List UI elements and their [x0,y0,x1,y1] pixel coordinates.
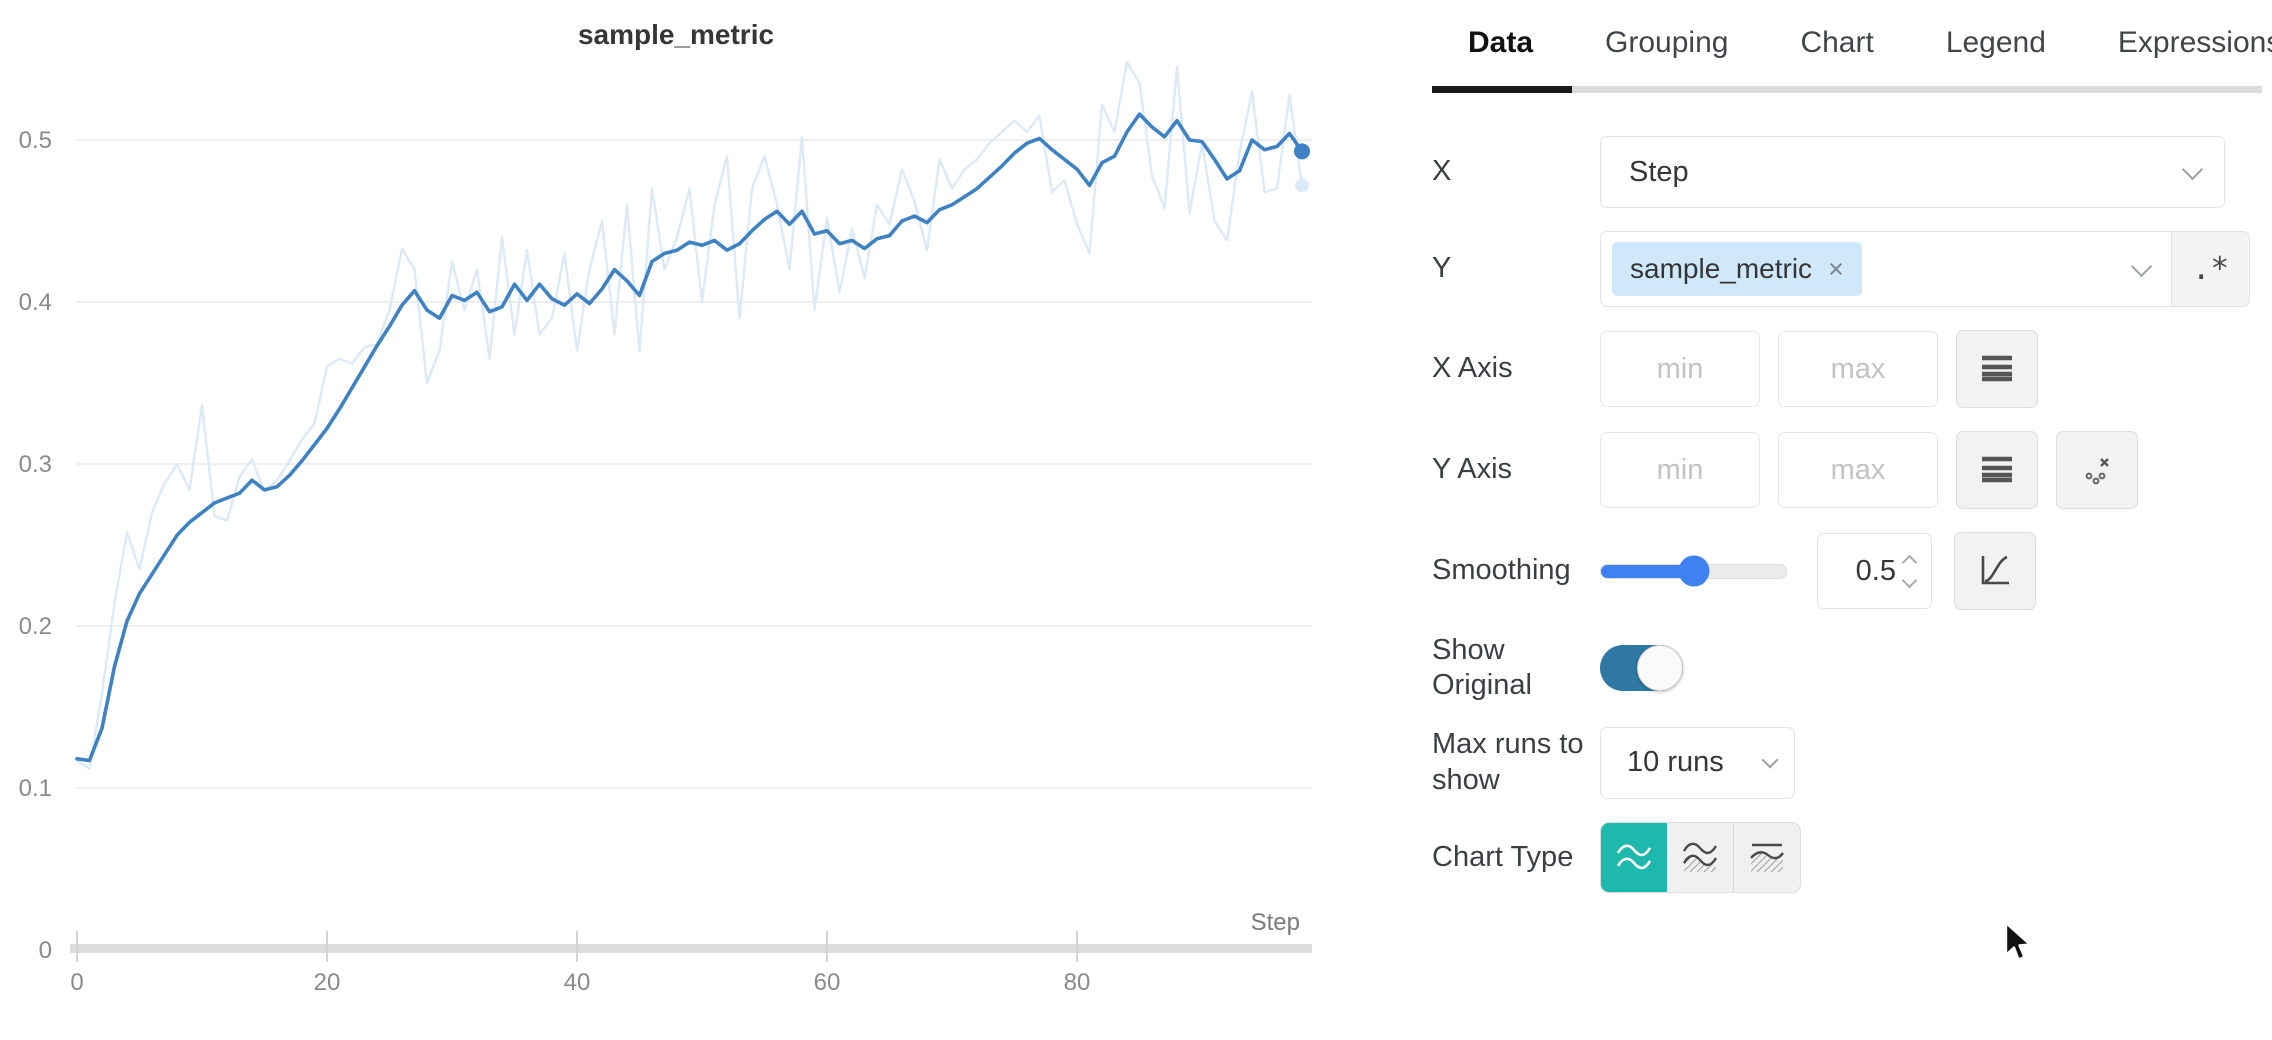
chevron-down-icon [2181,158,2204,180]
y-metric-chip[interactable]: sample_metric × [1612,242,1862,296]
max-runs-row: Max runs to show 10 runs [1432,726,2272,799]
y-row: Y sample_metric × .* [1432,231,2272,307]
y-multiselect[interactable]: sample_metric × [1601,232,2171,306]
x-axis-max-input[interactable] [1778,331,1938,407]
chart-type-minmax-button[interactable] [1733,822,1800,892]
x-select[interactable]: Step [1600,136,2225,208]
tab-legend[interactable]: Legend [1945,26,2046,59]
y-axis-min-input[interactable] [1600,432,1760,508]
log-scale-icon [1982,456,2012,483]
y-axis-row: Y Axis [1432,431,2272,509]
svg-text:0: 0 [39,937,52,964]
chevron-down-icon [1761,751,1779,769]
x-axis-row: X Axis [1432,330,2272,408]
tab-data[interactable]: Data [1468,26,1534,59]
x-axis-log-scale-button[interactable] [1956,330,2038,408]
spinner-up-icon [1901,554,1918,570]
chart-panel: 0 0.1 0.2 0.3 0.4 0.5 0 20 40 60 80 sample_metric St… [0,0,1330,1040]
log-scale-icon [1982,355,2012,382]
data-tab-form: X Step Y sample_metric × [1432,93,2272,893]
smoothing-slider-fill [1601,564,1694,578]
tab-grouping[interactable]: Grouping [1605,26,1729,59]
svg-text:sample_metric: sample_metric [578,19,774,50]
chevron-down-icon [2130,255,2153,277]
max-runs-dropdown[interactable]: 10 runs [1600,726,1795,799]
y-axis-label: Y Axis [1432,453,1513,486]
smoothing-slider[interactable] [1600,555,1787,587]
min-max-plot-icon [1750,843,1784,873]
area-plot-icon [1682,842,1718,873]
y-label: Y [1432,252,1452,285]
outliers-icon [2085,458,2109,485]
svg-text:60: 60 [814,969,841,996]
smoothing-value-box [1817,533,1932,609]
tab-expressions[interactable]: Expressions [2117,26,2272,59]
max-runs-value: 10 runs [1627,746,1724,779]
smoothing-slider-thumb[interactable] [1678,555,1709,587]
x-axis-min-input[interactable] [1600,331,1760,407]
chart-type-label: Chart Type [1432,840,1574,873]
smoothing-spinner[interactable] [1901,554,1918,588]
svg-text:0.4: 0.4 [19,289,52,316]
mouse-cursor [2004,921,2032,961]
x-axis-label: X Axis [1432,352,1513,385]
smoothing-label: Smoothing [1432,554,1571,587]
y-axis-max-input[interactable] [1778,432,1938,508]
show-original-toggle[interactable] [1600,645,1683,692]
chart-type-line-button[interactable] [1601,822,1667,892]
x-label: X [1432,155,1452,188]
x-select-value: Step [1629,155,1689,188]
regex-toggle-button[interactable]: .* [2171,232,2249,306]
y-select-group: sample_metric × .* [1600,231,2250,307]
svg-text:0.2: 0.2 [19,613,52,640]
svg-text:Step: Step [1251,909,1300,936]
y-metric-chip-label: sample_metric [1630,253,1813,284]
chart-type-row: Chart Type [1432,821,2272,893]
metric-line-chart[interactable]: 0 0.1 0.2 0.3 0.4 0.5 0 20 40 60 80 sample_metric St… [0,0,1330,1040]
tabbar-rule [1432,86,2262,93]
spinner-down-icon [1901,572,1918,588]
show-original-label: Show Original [1432,634,1532,702]
ignore-outliers-button[interactable] [2056,431,2138,509]
svg-text:20: 20 [314,969,341,996]
x-row: X Step [1432,136,2272,208]
running-average-icon [1981,555,2009,585]
svg-text:80: 80 [1064,969,1091,996]
show-original-row: Show Original [1432,633,2272,704]
svg-text:0.5: 0.5 [19,127,52,154]
line-plot-icon [1616,844,1652,870]
chart-type-segmented-control [1600,821,1801,893]
active-tab-indicator [1432,86,1572,93]
tab-chart[interactable]: Chart [1800,26,1874,59]
svg-text:40: 40 [564,969,591,996]
running-average-button[interactable] [1954,532,2036,610]
max-runs-label: Max runs to show [1432,728,1584,796]
smoothing-row: Smoothing [1432,532,2272,610]
smoothing-value-input[interactable] [1838,554,1896,588]
svg-text:0.3: 0.3 [19,451,52,478]
remove-metric-icon[interactable]: × [1828,253,1844,284]
settings-tabs: Data Grouping Chart Legend Expressions [1432,0,2272,86]
y-axis-log-scale-button[interactable] [1956,431,2038,509]
svg-text:0: 0 [70,969,83,996]
chart-type-area-button[interactable] [1667,823,1733,892]
toggle-knob [1637,645,1683,692]
svg-text:0.1: 0.1 [19,775,52,802]
chart-settings-panel: Data Grouping Chart Legend Expressions X… [1432,0,2272,916]
